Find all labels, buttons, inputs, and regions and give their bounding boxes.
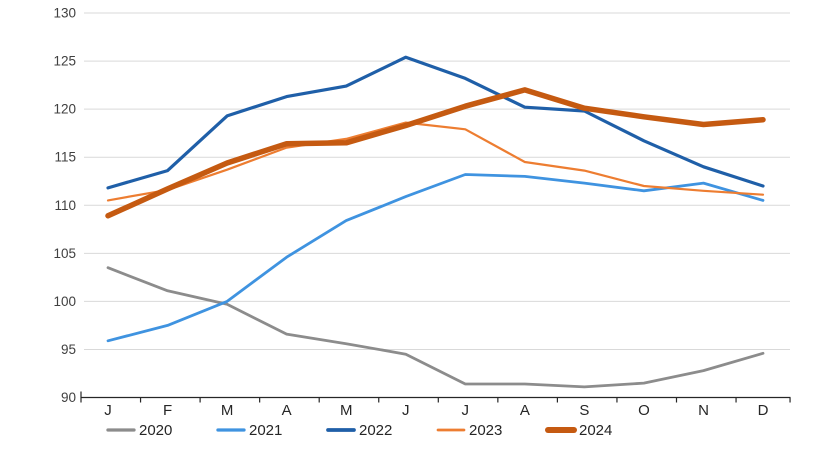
x-axis-month-label: M bbox=[340, 402, 353, 419]
y-axis-tick-label: 120 bbox=[53, 102, 76, 117]
series-line-2021 bbox=[106, 173, 765, 343]
x-axis bbox=[80, 391, 791, 403]
series-line-2024 bbox=[105, 87, 766, 219]
legend-label-2020: 2020 bbox=[139, 422, 172, 439]
series-lines bbox=[105, 55, 766, 389]
series-line-2022 bbox=[106, 55, 765, 190]
x-axis-month-label: M bbox=[221, 402, 234, 419]
x-axis-month-label: F bbox=[163, 402, 172, 419]
legend-item-2021: 2021 bbox=[216, 422, 282, 439]
gridlines bbox=[84, 12, 790, 350]
legend-item-2020: 2020 bbox=[106, 422, 172, 439]
y-axis-tick-label: 125 bbox=[53, 54, 76, 69]
legend-label-2024: 2024 bbox=[579, 422, 612, 439]
legend-label-2021: 2021 bbox=[249, 422, 282, 439]
y-axis-tick-label: 115 bbox=[54, 150, 76, 165]
y-axis-labels: 90 95 100 105 110 115 120 125 130 bbox=[53, 6, 76, 406]
x-axis-month-label: J bbox=[462, 402, 470, 419]
x-axis-month-label: A bbox=[520, 402, 530, 419]
x-axis-month-label: O bbox=[638, 402, 650, 419]
series-line-2020 bbox=[106, 266, 765, 389]
series-line-2023 bbox=[106, 121, 765, 202]
legend-item-2023: 2023 bbox=[436, 422, 502, 439]
y-axis-tick-label: 105 bbox=[53, 246, 76, 261]
y-axis-tick-label: 110 bbox=[54, 198, 76, 213]
x-axis-month-label: J bbox=[402, 402, 410, 419]
y-axis-tick-label: 95 bbox=[61, 342, 76, 357]
y-axis-tick-label: 100 bbox=[53, 294, 76, 309]
x-axis-month-label: N bbox=[698, 402, 709, 419]
y-axis-tick-label: 90 bbox=[61, 390, 76, 405]
legend-label-2023: 2023 bbox=[469, 422, 502, 439]
x-axis-month-label: A bbox=[282, 402, 292, 419]
legend-label-2022: 2022 bbox=[359, 422, 392, 439]
x-axis-month-label: S bbox=[579, 402, 589, 419]
x-axis-month-label: J bbox=[104, 402, 112, 419]
legend-item-2022: 2022 bbox=[326, 422, 392, 439]
y-axis-tick-label: 130 bbox=[53, 6, 76, 21]
legend-item-2024: 2024 bbox=[545, 422, 612, 439]
x-axis-month-label: D bbox=[758, 402, 769, 419]
legend: 2020 2021 2022 2023 2024 bbox=[106, 422, 612, 439]
